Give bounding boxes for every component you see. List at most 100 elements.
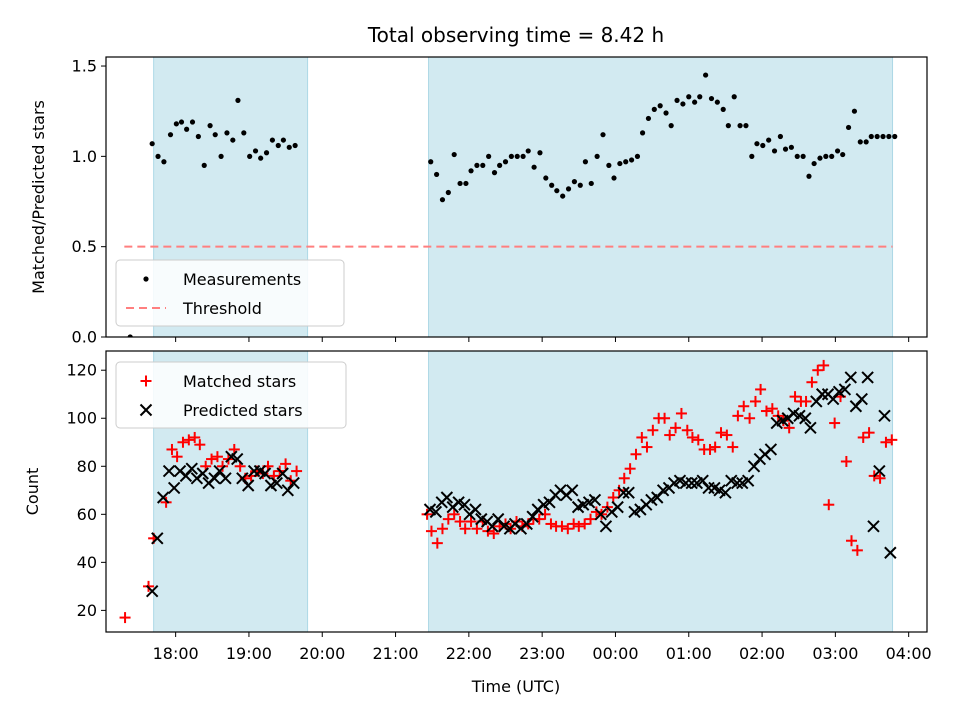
data-point-x — [270, 476, 284, 490]
data-point-plus — [585, 513, 597, 525]
data-point-plus — [459, 523, 471, 535]
data-point-dot — [549, 182, 555, 188]
data-point-plus — [211, 451, 223, 463]
x-tick-label: 01:00 — [666, 644, 712, 663]
x-tick-label: 00:00 — [592, 644, 638, 663]
data-point-plus — [641, 441, 653, 453]
legend-item: Matched stars — [140, 372, 296, 391]
data-point-x — [679, 476, 693, 490]
data-point-x — [219, 472, 232, 485]
data-point-dot — [892, 133, 898, 140]
data-point-dot — [502, 159, 509, 165]
x-stroke-b — [452, 496, 465, 509]
data-point-plus — [659, 412, 671, 424]
data-point-dot — [474, 162, 480, 168]
x-stroke-b — [685, 476, 698, 490]
legend: Matched stars Predicted stars — [115, 361, 347, 429]
data-point-dot — [571, 179, 578, 185]
legend-label: Measurements — [183, 270, 301, 289]
legend-item: Measurements — [143, 270, 301, 289]
data-point-x — [861, 371, 874, 384]
data-point-dot — [195, 133, 201, 140]
data-point-x — [156, 491, 170, 504]
data-point-x — [702, 481, 715, 495]
data-point-plus — [442, 513, 454, 525]
data-point-plus — [171, 451, 183, 463]
data-point-plus — [568, 518, 580, 530]
x-stroke-b — [458, 498, 471, 511]
data-point-dot — [845, 124, 852, 131]
data-point-x — [440, 491, 454, 504]
data-point-x — [167, 481, 181, 495]
data-point-plus — [119, 612, 131, 624]
data-point-dot — [725, 123, 731, 129]
x-stroke-b — [208, 472, 221, 485]
data-point-dot — [207, 123, 213, 129]
data-point-dot — [480, 162, 486, 168]
data-point-plus — [823, 499, 835, 511]
x-stroke-b — [764, 443, 778, 456]
data-point-dot — [782, 146, 789, 152]
x-stroke-b — [151, 532, 164, 545]
data-point-dot — [543, 175, 549, 181]
legend-swatch-marker — [140, 375, 152, 387]
x-stroke-b — [793, 409, 806, 423]
x-stroke-b — [787, 407, 800, 420]
legend-item: Predicted stars — [139, 401, 303, 420]
data-point-dot — [623, 159, 629, 165]
x-stroke-b — [276, 467, 289, 480]
x-stroke-b — [566, 484, 579, 497]
data-point-x — [247, 464, 261, 478]
data-point-dot — [457, 180, 463, 187]
data-point-dot — [531, 164, 537, 170]
data-point-plus — [448, 508, 460, 520]
data-point-plus — [183, 434, 195, 446]
data-point-x — [873, 464, 886, 478]
data-point-dot — [863, 139, 869, 145]
data-point-dot — [520, 153, 526, 159]
data-point-dot — [286, 144, 292, 150]
data-point-dot — [127, 334, 133, 337]
data-point-dot — [468, 168, 474, 174]
data-point-dot — [235, 97, 241, 103]
data-point-dot — [269, 137, 275, 143]
data-point-dot — [433, 171, 440, 178]
data-point-dot — [760, 142, 766, 149]
x-stroke-b — [855, 392, 868, 406]
data-point-plus — [280, 458, 292, 470]
x-stroke-b — [838, 383, 852, 396]
data-point-plus — [624, 463, 636, 475]
data-point-dot — [491, 170, 498, 176]
data-point-dot — [794, 153, 800, 159]
plot-area — [124, 72, 898, 337]
data-point-dot — [560, 193, 566, 199]
data-point-dot — [439, 197, 446, 203]
x-axis-label: Time (UTC) — [471, 677, 560, 696]
y-tick-label: 120 — [66, 361, 97, 380]
data-point-x — [855, 392, 868, 406]
x-stroke-b — [713, 484, 726, 497]
x-stroke-b — [867, 520, 880, 533]
x-stroke-b — [844, 371, 857, 384]
x-stroke-b — [225, 450, 238, 463]
data-point-dot — [451, 151, 457, 158]
legend-label: Matched stars — [183, 372, 296, 391]
data-point-plus — [454, 516, 466, 528]
data-point-dot — [634, 153, 641, 159]
data-point-dot — [754, 141, 760, 147]
data-point-x — [151, 532, 164, 545]
x-tick-label: 02:00 — [739, 644, 785, 663]
x-tick-label: 22:00 — [446, 644, 492, 663]
legend-swatch-marker — [143, 276, 149, 282]
x-stroke-b — [440, 491, 454, 504]
data-point-dot — [241, 130, 247, 136]
data-point-plus — [177, 436, 189, 448]
data-point-dot — [167, 132, 174, 138]
data-point-dot — [857, 139, 863, 145]
x-stroke-b — [491, 512, 505, 526]
data-point-dot — [258, 155, 264, 161]
count-panel: 20 40 60 80 100 120 18:00 19:00 20:00 21:00 22:00 2… — [23, 350, 932, 663]
data-point-dot — [817, 155, 823, 161]
data-point-dot — [645, 115, 652, 122]
data-point-plus — [579, 518, 591, 530]
